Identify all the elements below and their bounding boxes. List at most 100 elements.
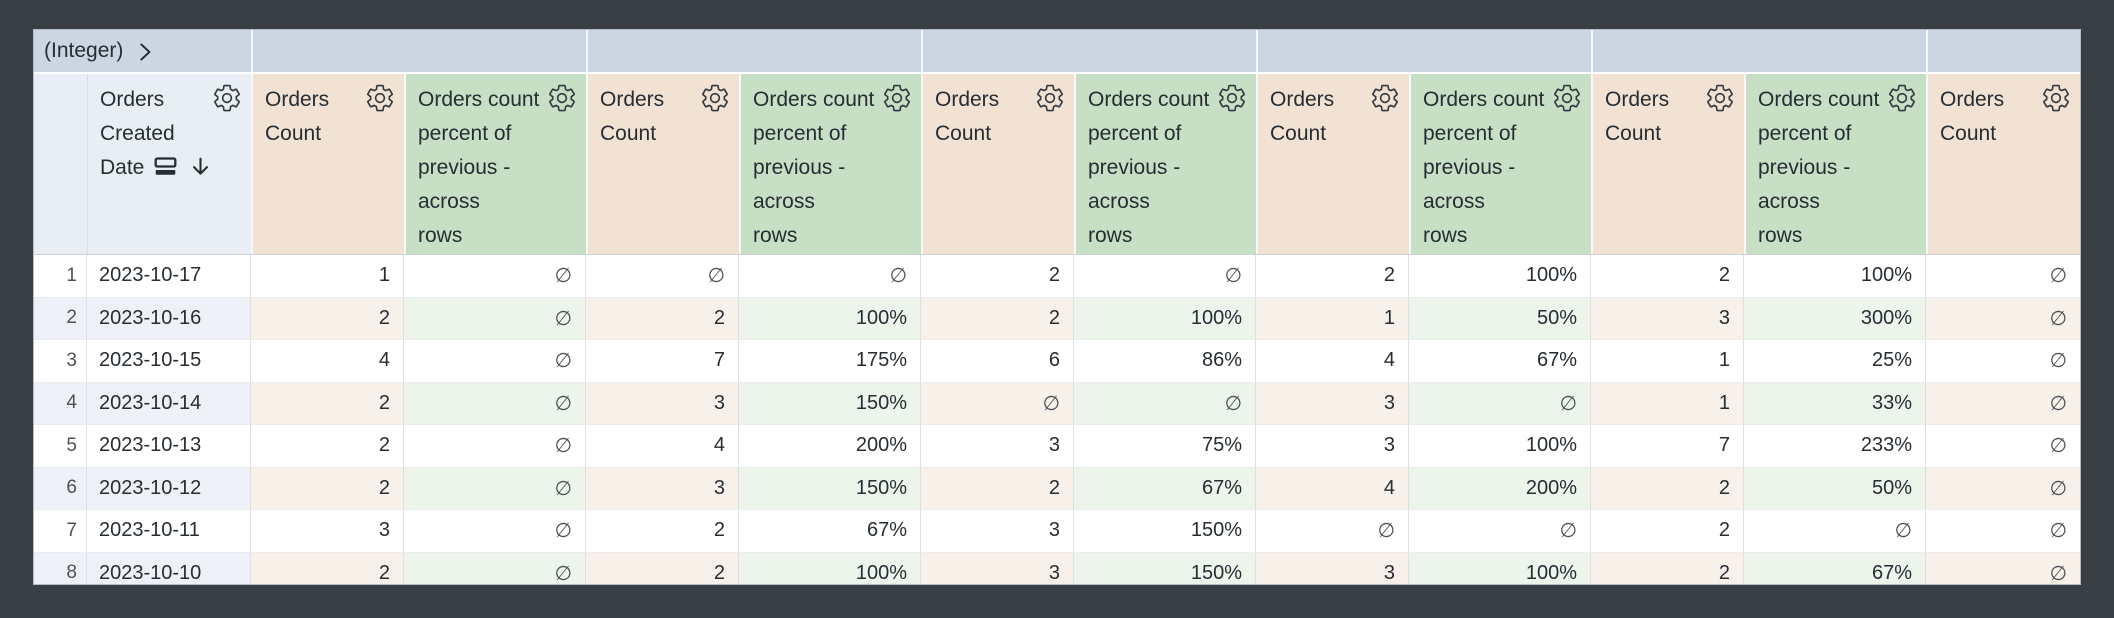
percent-cell[interactable]: 50%: [1409, 297, 1591, 339]
measure-header-cell-count[interactable]: Orders Count: [1926, 74, 2080, 254]
count-cell[interactable]: 3: [1256, 425, 1409, 467]
percent-cell[interactable]: 150%: [1074, 552, 1256, 584]
measure-header-cell-percent[interactable]: Orders count percent of previous - acros…: [739, 74, 921, 254]
count-cell[interactable]: ∅: [1256, 510, 1409, 552]
count-cell[interactable]: 3: [251, 510, 404, 552]
date-cell[interactable]: 2023-10-17: [87, 255, 251, 297]
date-cell[interactable]: 2023-10-13: [87, 425, 251, 467]
count-cell[interactable]: 6: [921, 340, 1074, 382]
count-cell[interactable]: ∅: [1926, 552, 2080, 584]
count-cell[interactable]: 2: [251, 425, 404, 467]
percent-cell[interactable]: 67%: [1744, 552, 1926, 584]
gear-icon[interactable]: [365, 83, 395, 113]
date-cell[interactable]: 2023-10-15: [87, 340, 251, 382]
count-cell[interactable]: 3: [586, 382, 739, 424]
gear-icon[interactable]: [547, 83, 577, 113]
percent-cell[interactable]: 150%: [739, 467, 921, 509]
count-cell[interactable]: 2: [1591, 255, 1744, 297]
dimension-header-cell[interactable]: Orders Created Date: [87, 74, 251, 254]
gear-icon[interactable]: [1887, 83, 1917, 113]
percent-cell[interactable]: 67%: [1409, 340, 1591, 382]
percent-cell[interactable]: 67%: [1074, 467, 1256, 509]
percent-cell[interactable]: 150%: [1074, 510, 1256, 552]
percent-cell[interactable]: ∅: [404, 382, 586, 424]
count-cell[interactable]: 3: [1591, 297, 1744, 339]
count-cell[interactable]: 2: [251, 297, 404, 339]
count-cell[interactable]: 7: [586, 340, 739, 382]
count-cell[interactable]: 3: [1256, 382, 1409, 424]
gear-icon[interactable]: [882, 83, 912, 113]
count-cell[interactable]: ∅: [1926, 467, 2080, 509]
date-cell[interactable]: 2023-10-11: [87, 510, 251, 552]
count-cell[interactable]: 2: [1591, 510, 1744, 552]
gear-icon[interactable]: [1217, 83, 1247, 113]
percent-cell[interactable]: ∅: [404, 552, 586, 584]
count-cell[interactable]: 2: [1591, 467, 1744, 509]
percent-cell[interactable]: ∅: [404, 255, 586, 297]
percent-cell[interactable]: 86%: [1074, 340, 1256, 382]
count-cell[interactable]: ∅: [1926, 297, 2080, 339]
count-cell[interactable]: ∅: [1926, 382, 2080, 424]
date-cell[interactable]: 2023-10-10: [87, 552, 251, 584]
count-cell[interactable]: 2: [586, 552, 739, 584]
date-cell[interactable]: 2023-10-16: [87, 297, 251, 339]
count-cell[interactable]: 2: [921, 467, 1074, 509]
percent-cell[interactable]: 300%: [1744, 297, 1926, 339]
measure-header-cell-count[interactable]: Orders Count: [251, 74, 404, 254]
chevron-right-icon[interactable]: [131, 39, 157, 65]
percent-cell[interactable]: 100%: [739, 552, 921, 584]
gear-icon[interactable]: [1370, 83, 1400, 113]
measure-header-cell-count[interactable]: Orders Count: [921, 74, 1074, 254]
sort-descending-icon[interactable]: [188, 154, 213, 179]
gear-icon[interactable]: [1705, 83, 1735, 113]
count-cell[interactable]: 3: [921, 510, 1074, 552]
measure-header-cell-percent[interactable]: Orders count percent of previous - acros…: [1744, 74, 1926, 254]
count-cell[interactable]: ∅: [2049, 435, 2067, 458]
count-cell[interactable]: 2: [1256, 255, 1409, 297]
percent-cell[interactable]: 33%: [1744, 382, 1926, 424]
percent-cell[interactable]: ∅: [1744, 510, 1926, 552]
percent-cell[interactable]: ∅: [739, 255, 921, 297]
gear-icon[interactable]: [1552, 83, 1582, 113]
measure-header-cell-percent[interactable]: Orders count percent of previous - acros…: [1074, 74, 1256, 254]
percent-cell[interactable]: 100%: [1409, 255, 1591, 297]
count-cell[interactable]: 3: [921, 425, 1074, 467]
count-cell[interactable]: 2: [586, 510, 739, 552]
percent-cell[interactable]: ∅: [1074, 255, 1256, 297]
gear-icon[interactable]: [2041, 83, 2071, 113]
count-cell[interactable]: ∅: [921, 382, 1074, 424]
percent-cell[interactable]: 75%: [1074, 425, 1256, 467]
count-cell[interactable]: 1: [251, 255, 404, 297]
percent-cell[interactable]: ∅: [1409, 382, 1591, 424]
percent-cell[interactable]: ∅: [404, 425, 586, 467]
measure-header-cell-percent[interactable]: Orders count percent of previous - acros…: [404, 74, 586, 254]
count-cell[interactable]: 2: [251, 382, 404, 424]
measure-header-cell-count[interactable]: Orders Count: [1591, 74, 1744, 254]
pivot-field-cell[interactable]: (Integer): [34, 30, 251, 72]
count-cell[interactable]: 7: [1591, 425, 1744, 467]
percent-cell[interactable]: ∅: [1074, 382, 1256, 424]
measure-header-cell-count[interactable]: Orders Count: [586, 74, 739, 254]
percent-cell[interactable]: 150%: [739, 382, 921, 424]
count-cell[interactable]: 1: [1591, 382, 1744, 424]
count-cell[interactable]: 2: [586, 297, 739, 339]
percent-cell[interactable]: ∅: [404, 340, 586, 382]
percent-cell[interactable]: ∅: [1409, 510, 1591, 552]
measure-header-cell-count[interactable]: Orders Count: [1256, 74, 1409, 254]
count-cell[interactable]: 1: [1256, 297, 1409, 339]
percent-cell[interactable]: 175%: [739, 340, 921, 382]
count-cell[interactable]: 2: [921, 255, 1074, 297]
gear-icon[interactable]: [212, 83, 242, 113]
percent-cell[interactable]: 100%: [1744, 255, 1926, 297]
percent-cell[interactable]: 50%: [1744, 467, 1926, 509]
percent-cell[interactable]: 25%: [1744, 340, 1926, 382]
percent-cell[interactable]: 100%: [739, 297, 921, 339]
count-cell[interactable]: 2: [251, 467, 404, 509]
count-cell[interactable]: 3: [586, 467, 739, 509]
percent-cell[interactable]: 100%: [1409, 552, 1591, 584]
gear-icon[interactable]: [700, 83, 730, 113]
measure-header-cell-percent[interactable]: Orders count percent of previous - acros…: [1409, 74, 1591, 254]
count-cell[interactable]: 2: [921, 297, 1074, 339]
count-cell[interactable]: 4: [1256, 340, 1409, 382]
percent-cell[interactable]: 100%: [1409, 425, 1591, 467]
